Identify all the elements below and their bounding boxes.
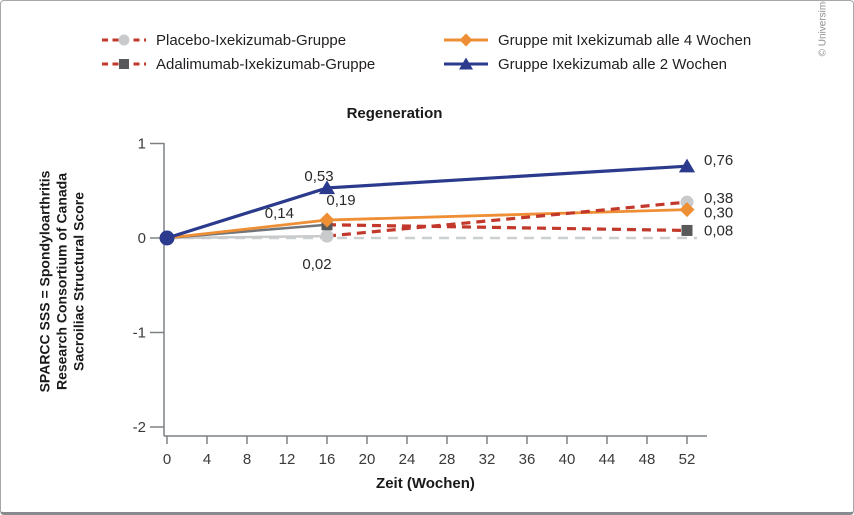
figure-card: Placebo-Ixekizumab-GruppeAdalimumab-Ixek… xyxy=(0,0,854,515)
x-axis-label: Zeit (Wochen) xyxy=(164,475,687,492)
circle-marker-icon xyxy=(321,230,334,243)
value-label: 0,53 xyxy=(304,168,333,185)
series-line xyxy=(167,166,687,238)
x-tick-label: 20 xyxy=(359,451,376,468)
x-tick-label: 12 xyxy=(279,451,296,468)
copyright-credit: © Universimed xyxy=(818,0,829,69)
x-tick-label: 0 xyxy=(163,451,171,468)
y-tick-label: -2 xyxy=(133,419,146,436)
value-label: 0,76 xyxy=(704,152,733,169)
chart-canvas: 10-1-204812162024283236404448520,020,380… xyxy=(1,1,854,515)
value-label: 0,02 xyxy=(302,256,331,273)
value-label: 0,08 xyxy=(704,222,733,239)
y-tick-label: -1 xyxy=(133,325,146,342)
series-line xyxy=(327,225,687,231)
origin-marker-icon xyxy=(160,231,175,246)
x-tick-label: 44 xyxy=(599,451,616,468)
value-label: 0,19 xyxy=(326,192,355,209)
x-tick-label: 40 xyxy=(559,451,576,468)
x-tick-label: 16 xyxy=(319,451,336,468)
square-marker-icon xyxy=(682,225,693,236)
y-tick-label: 1 xyxy=(138,136,146,153)
x-tick-label: 28 xyxy=(439,451,456,468)
x-tick-label: 4 xyxy=(203,451,211,468)
y-tick-label: 0 xyxy=(138,230,146,247)
x-tick-label: 8 xyxy=(243,451,251,468)
x-tick-label: 52 xyxy=(679,451,696,468)
value-label: 0,14 xyxy=(265,205,294,222)
x-tick-label: 32 xyxy=(479,451,496,468)
x-tick-label: 48 xyxy=(639,451,656,468)
value-label: 0,30 xyxy=(704,205,733,222)
x-tick-label: 24 xyxy=(399,451,416,468)
x-tick-label: 36 xyxy=(519,451,536,468)
